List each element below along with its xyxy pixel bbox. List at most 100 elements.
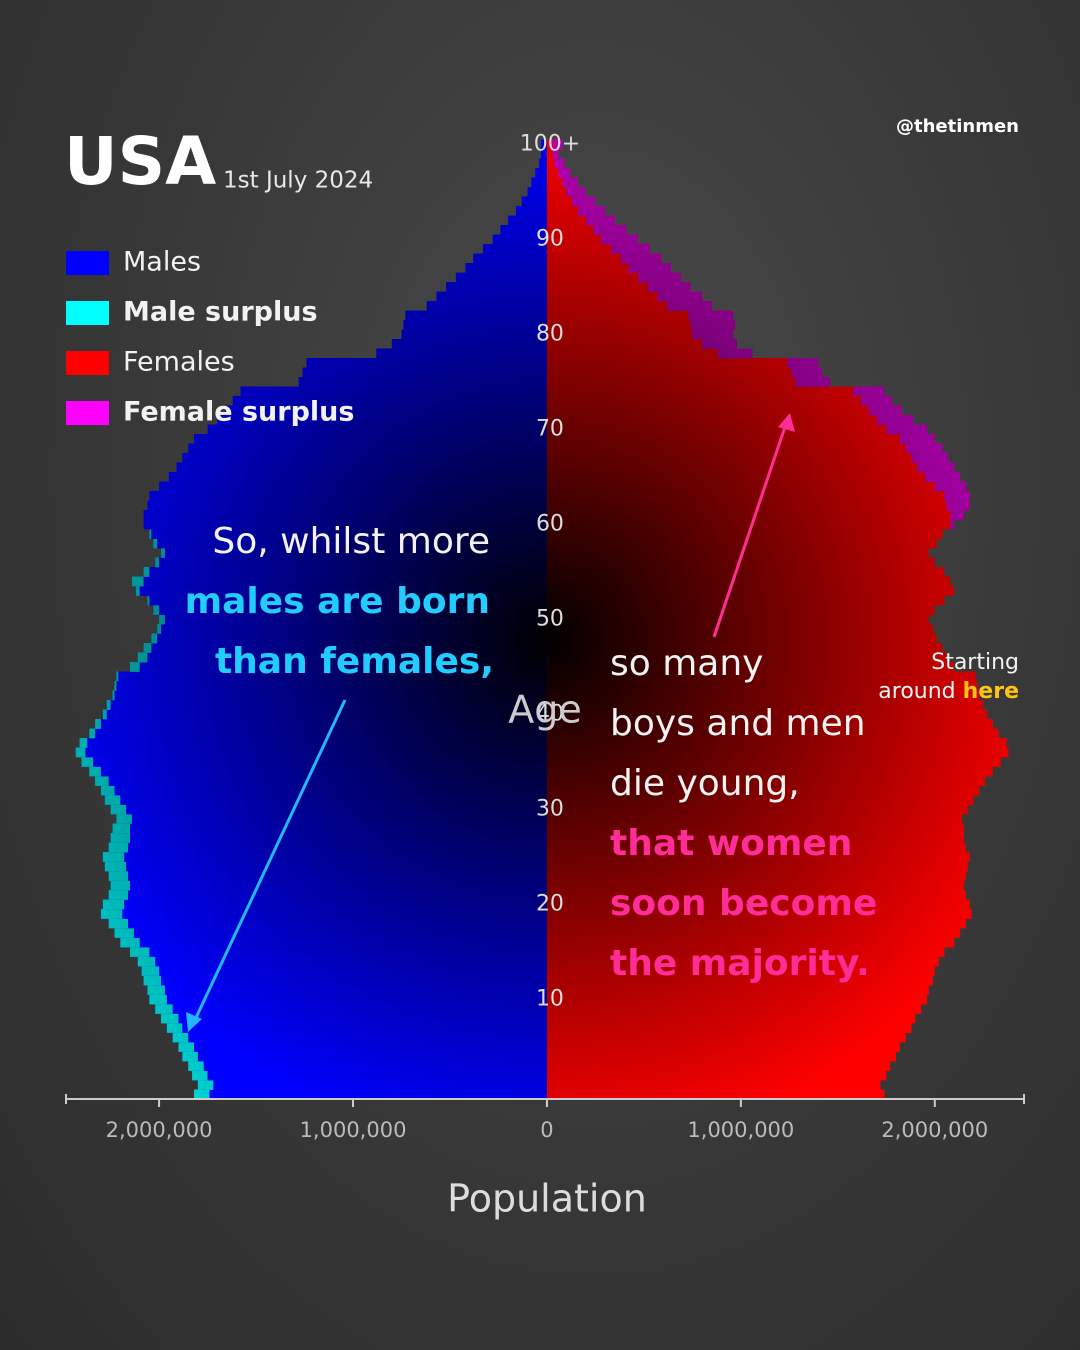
bar bbox=[89, 766, 547, 777]
surplus-bar bbox=[89, 728, 96, 739]
annotation: die young, bbox=[610, 763, 800, 804]
y-tick-label: 50 bbox=[536, 606, 564, 631]
surplus-bar bbox=[110, 833, 130, 843]
bar bbox=[455, 272, 547, 283]
bar bbox=[168, 472, 547, 482]
surplus-bar bbox=[638, 272, 681, 283]
bar bbox=[546, 329, 734, 340]
surplus-bar bbox=[137, 652, 148, 663]
surplus-bar bbox=[81, 757, 94, 767]
bar bbox=[546, 833, 964, 843]
annotation: males are born bbox=[185, 581, 490, 622]
bar bbox=[546, 690, 980, 701]
bar bbox=[546, 538, 937, 549]
bar bbox=[546, 253, 662, 264]
bar bbox=[473, 253, 547, 264]
surplus-bar bbox=[161, 548, 165, 558]
bar bbox=[546, 928, 961, 938]
bar bbox=[546, 747, 1009, 758]
surplus-bar bbox=[946, 500, 970, 511]
bar bbox=[546, 918, 966, 929]
surplus-bar bbox=[89, 766, 101, 777]
bar bbox=[546, 643, 943, 653]
bar bbox=[182, 453, 547, 463]
bar bbox=[546, 310, 734, 321]
surplus-bar bbox=[647, 282, 691, 292]
bar bbox=[403, 320, 547, 330]
bar bbox=[546, 386, 885, 397]
bar bbox=[161, 548, 547, 558]
bar bbox=[79, 738, 547, 748]
labels: 10 20 30 40 50 60 70 80 90 100+ 2,000,000 1,000,000… bbox=[65, 131, 1025, 1142]
surplus-bar bbox=[950, 519, 955, 530]
bar bbox=[176, 462, 547, 473]
surplus-bar bbox=[149, 994, 167, 1005]
bar bbox=[147, 985, 547, 995]
bar bbox=[108, 890, 547, 900]
bar bbox=[135, 586, 547, 596]
bar bbox=[546, 529, 943, 539]
surplus-bar bbox=[886, 424, 928, 435]
bar bbox=[546, 975, 933, 986]
bar bbox=[546, 234, 639, 245]
bar bbox=[546, 206, 606, 216]
bar bbox=[546, 215, 615, 226]
surplus-bar bbox=[791, 367, 823, 378]
surplus-bar bbox=[601, 234, 639, 245]
bar bbox=[155, 557, 547, 568]
bar bbox=[178, 1042, 547, 1052]
bar bbox=[546, 415, 914, 425]
bar bbox=[546, 947, 945, 957]
bar bbox=[546, 709, 988, 720]
surplus-bar bbox=[116, 671, 119, 682]
bar bbox=[436, 291, 547, 302]
legend-swatch bbox=[66, 401, 109, 425]
bar bbox=[151, 633, 547, 644]
bar bbox=[546, 766, 993, 777]
surplus-bar bbox=[572, 196, 596, 207]
surplus-bar bbox=[114, 681, 117, 691]
surplus-bar bbox=[116, 814, 132, 824]
bar bbox=[531, 177, 547, 188]
arrow bbox=[712, 423, 788, 638]
surplus-bar bbox=[75, 747, 86, 758]
bar bbox=[104, 861, 547, 872]
bar bbox=[298, 377, 547, 387]
bar bbox=[546, 196, 596, 207]
bar bbox=[446, 282, 547, 292]
bar bbox=[546, 1061, 891, 1071]
y-tick-label: 10 bbox=[536, 986, 564, 1011]
bar bbox=[546, 367, 823, 378]
y-tick-label: 40 bbox=[536, 701, 564, 726]
legend-label: Male surplus bbox=[123, 297, 318, 328]
bar bbox=[137, 956, 547, 967]
surplus-bar bbox=[141, 966, 160, 976]
bar bbox=[546, 472, 961, 482]
bar bbox=[546, 358, 819, 368]
bar bbox=[546, 700, 984, 710]
surplus-bar bbox=[558, 168, 571, 178]
annotation: boys and men bbox=[610, 703, 866, 744]
legend-swatch bbox=[66, 351, 109, 375]
bar bbox=[546, 396, 893, 406]
bar bbox=[546, 880, 964, 891]
surplus-bar bbox=[147, 985, 165, 995]
bar bbox=[100, 785, 547, 796]
surplus-bar bbox=[112, 690, 115, 701]
bar bbox=[116, 671, 547, 682]
bar bbox=[102, 709, 547, 720]
surplus-bar bbox=[102, 852, 125, 862]
bar bbox=[546, 1004, 922, 1014]
surplus-bar bbox=[944, 491, 970, 501]
bar bbox=[546, 339, 737, 349]
surplus-bar bbox=[135, 586, 140, 596]
bar bbox=[376, 348, 547, 359]
surplus-bar bbox=[628, 263, 672, 273]
surplus-bar bbox=[925, 472, 961, 482]
bar bbox=[75, 747, 547, 758]
surplus-bar bbox=[950, 510, 964, 520]
bar bbox=[232, 396, 547, 406]
bar bbox=[546, 225, 627, 235]
bar bbox=[546, 301, 712, 311]
bar bbox=[546, 899, 970, 910]
